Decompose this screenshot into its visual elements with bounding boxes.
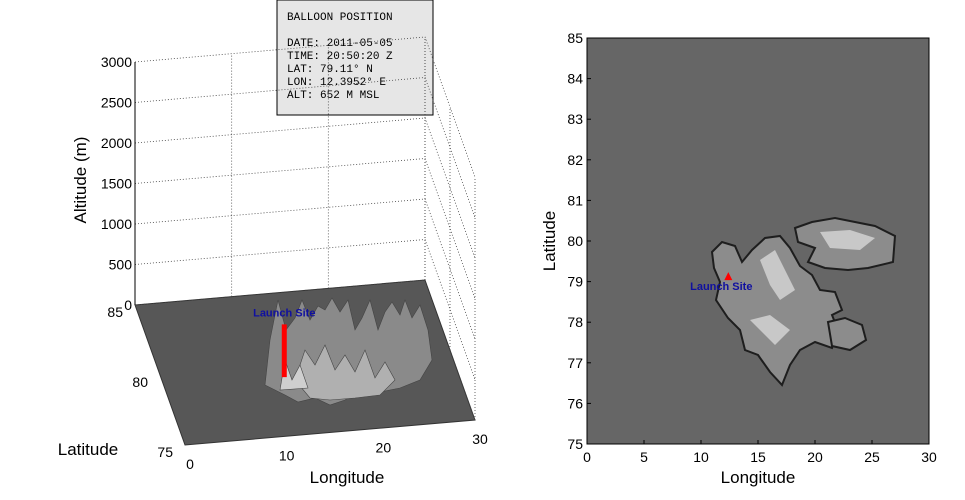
y-tick-label: 80 <box>567 233 583 249</box>
info-box <box>276 0 434 116</box>
terrain <box>264 297 433 406</box>
info-line: ALT: 652 M MSL <box>287 90 379 102</box>
z-tick-label: 2500 <box>101 95 132 111</box>
annotation: Launch Site <box>253 307 315 319</box>
x-tick-label: 15 <box>750 449 766 465</box>
y-tick-label: 81 <box>567 192 583 208</box>
y-tick-label: 79 <box>567 274 583 290</box>
x-tick-label: 5 <box>640 449 648 465</box>
y-axis-label: Latitude <box>540 211 559 272</box>
launch-marker <box>724 272 733 281</box>
x-tick-label: 30 <box>921 449 937 465</box>
x-tick-label: 25 <box>864 449 880 465</box>
y-tick-label: 77 <box>567 355 583 371</box>
x-tick-label: 0 <box>186 456 194 472</box>
grid-line <box>134 239 476 380</box>
x-tick-label: 20 <box>807 449 823 465</box>
grid-line <box>134 158 476 299</box>
y-tick-label: 80 <box>132 374 148 390</box>
z-tick-label: 1500 <box>101 176 132 192</box>
z-tick-label: 2000 <box>101 135 132 151</box>
z-axis-label: Altitude (m) <box>71 137 90 224</box>
x-axis-label: Longitude <box>310 468 385 487</box>
z-tick-label: 1000 <box>101 216 132 232</box>
info-title: BALLOON POSITION <box>287 12 393 24</box>
y-tick-label: 85 <box>567 30 583 46</box>
grid-line <box>134 117 476 259</box>
x-tick-label: 30 <box>472 431 488 447</box>
y-tick-label: 75 <box>157 444 173 460</box>
y-tick-label: 83 <box>567 111 583 127</box>
z-tick-label: 500 <box>109 257 133 273</box>
info-line: LAT: 79.11° N <box>287 64 373 76</box>
annotation: Launch Site <box>690 281 752 293</box>
island-highlight <box>750 230 875 345</box>
y-tick-label: 78 <box>567 314 583 330</box>
y-tick-label: 85 <box>107 304 123 320</box>
y-tick-label: 76 <box>567 395 583 411</box>
x-axis-label: Longitude <box>721 468 796 487</box>
z-tick-label: 3000 <box>101 54 132 70</box>
y-tick-label: 84 <box>567 71 583 87</box>
grid-line <box>134 36 476 178</box>
info-line: DATE: 2011-05-05 <box>287 38 393 50</box>
z-tick-label: 0 <box>124 297 132 313</box>
x-tick-label: 10 <box>693 449 709 465</box>
x-tick-label: 0 <box>583 449 591 465</box>
y-tick-label: 82 <box>567 152 583 168</box>
x-tick-label: 20 <box>376 439 392 455</box>
x-tick-label: 10 <box>279 448 295 464</box>
y-tick-label: 75 <box>567 436 583 452</box>
y-axis-label: Latitude <box>58 440 119 459</box>
grid-line <box>134 77 476 218</box>
info-line: LON: 12.3952° E <box>287 77 386 89</box>
info-line: TIME: 20:50:20 Z <box>287 51 393 63</box>
